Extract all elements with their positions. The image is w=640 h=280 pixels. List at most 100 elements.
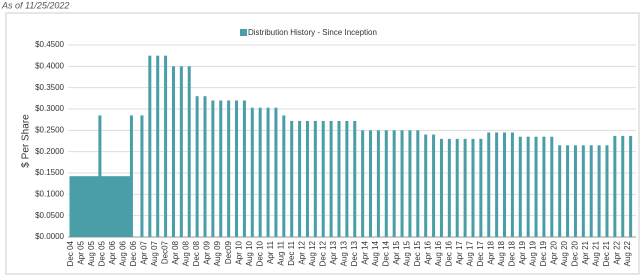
x-tick-label: Dec 10 (255, 240, 264, 266)
y-tick-label: $0.2500 (35, 125, 64, 134)
bar (69, 176, 73, 237)
y-tick-label: $0.3500 (35, 83, 64, 92)
x-tick-label: Aug 17 (465, 240, 474, 266)
bar (108, 176, 112, 237)
x-tick-label: Apr 09 (203, 240, 212, 264)
x-tick-label: Dec 20 (571, 240, 580, 266)
x-tick-label: Dec 14 (381, 240, 390, 266)
bar (274, 107, 278, 237)
chart-frame (5, 12, 640, 275)
bar (93, 176, 97, 237)
bar (106, 176, 110, 237)
bar (98, 115, 102, 237)
x-tick-label: Dec 12 (318, 240, 327, 266)
x-tick-label: Dec 06 (129, 240, 138, 266)
bar (589, 145, 593, 237)
x-tick-label: Aug 20 (560, 240, 569, 266)
bar (369, 130, 373, 237)
legend-label: Distribution History - Since Inception (248, 28, 377, 37)
bar (392, 130, 396, 237)
bar (95, 176, 99, 237)
bar (416, 130, 420, 237)
x-tick-label: Aug 21 (592, 240, 601, 266)
x-tick-label: Apr 22 (613, 240, 622, 264)
x-tick-label: Dec 13 (350, 240, 359, 266)
bar (605, 145, 609, 237)
bar (77, 176, 81, 237)
x-tick-label: Dec 05 (98, 240, 107, 266)
bar (566, 145, 570, 237)
bar (550, 136, 554, 237)
bar (479, 138, 483, 237)
x-tick-label: Apr 21 (581, 240, 590, 264)
x-tick-label: Aug 12 (308, 240, 317, 266)
bar (455, 138, 459, 237)
x-tick-label: Aug 15 (402, 240, 411, 266)
bar (384, 130, 388, 237)
x-tick-label: Apr 06 (108, 240, 117, 264)
bar (463, 138, 467, 237)
x-tick-label: Aug 18 (497, 240, 506, 266)
bar (148, 55, 152, 237)
bar (597, 145, 601, 237)
bar (80, 176, 84, 237)
bar (542, 136, 546, 237)
bar (487, 132, 491, 237)
x-tick-label: Apr 14 (360, 240, 369, 264)
y-tick-label: $0.4000 (35, 61, 64, 70)
x-tick-label: Dec 08 (192, 240, 201, 266)
x-tick-label: Apr 16 (423, 240, 432, 264)
x-tick-label: Apr 19 (518, 240, 527, 264)
bar (179, 66, 183, 237)
y-tick-label: $0.2000 (35, 147, 64, 156)
bar (353, 120, 357, 237)
bar (361, 130, 365, 237)
x-tick-label: Apr 13 (329, 240, 338, 264)
x-tick-label: Dec 17 (476, 240, 485, 266)
bar (518, 136, 522, 237)
bar (321, 120, 325, 237)
y-tick-label: $0.0000 (35, 232, 64, 241)
bar (447, 138, 451, 237)
bar (400, 130, 404, 237)
bar (534, 136, 538, 237)
x-tick-label: Dec 04 (66, 240, 75, 266)
bar (195, 96, 199, 237)
bar (526, 136, 530, 237)
bar (290, 120, 294, 237)
x-tick-label: Aug 10 (245, 240, 254, 266)
bar (101, 176, 105, 237)
x-tick-label: Apr 05 (77, 240, 86, 264)
x-tick-label: Apr 07 (140, 240, 149, 264)
x-tick-label: Dec07 (161, 240, 170, 264)
as-of-date: As of 11/25/2022 (1, 0, 69, 10)
bar (122, 176, 126, 237)
x-tick-label: Aug 05 (87, 240, 96, 266)
bar (621, 135, 625, 237)
bar (581, 145, 585, 237)
x-tick-label: Apr 11 (266, 240, 275, 264)
bar (235, 100, 239, 237)
bar (111, 176, 115, 237)
bar (629, 135, 633, 237)
y-tick-label: $0.4500 (35, 40, 64, 49)
bar (85, 176, 89, 237)
bar (171, 66, 175, 237)
x-tick-label: Dec 19 (539, 240, 548, 266)
x-tick-label: Aug 22 (623, 240, 632, 266)
bar (164, 55, 168, 237)
x-tick-label: Dec 15 (413, 240, 422, 266)
bar (305, 120, 309, 237)
x-tick-label: Aug 19 (529, 240, 538, 266)
x-tick-label: Aug 13 (339, 240, 348, 266)
bar (298, 120, 302, 237)
x-tick-label: Apr 17 (455, 240, 464, 264)
bar (329, 120, 333, 237)
bar (432, 134, 436, 237)
bar (337, 120, 341, 237)
bar (439, 138, 443, 237)
x-tick-label: Dec 11 (287, 240, 296, 265)
bar (558, 145, 562, 237)
bar (613, 135, 617, 237)
x-tick-label: Apr 08 (171, 240, 180, 264)
